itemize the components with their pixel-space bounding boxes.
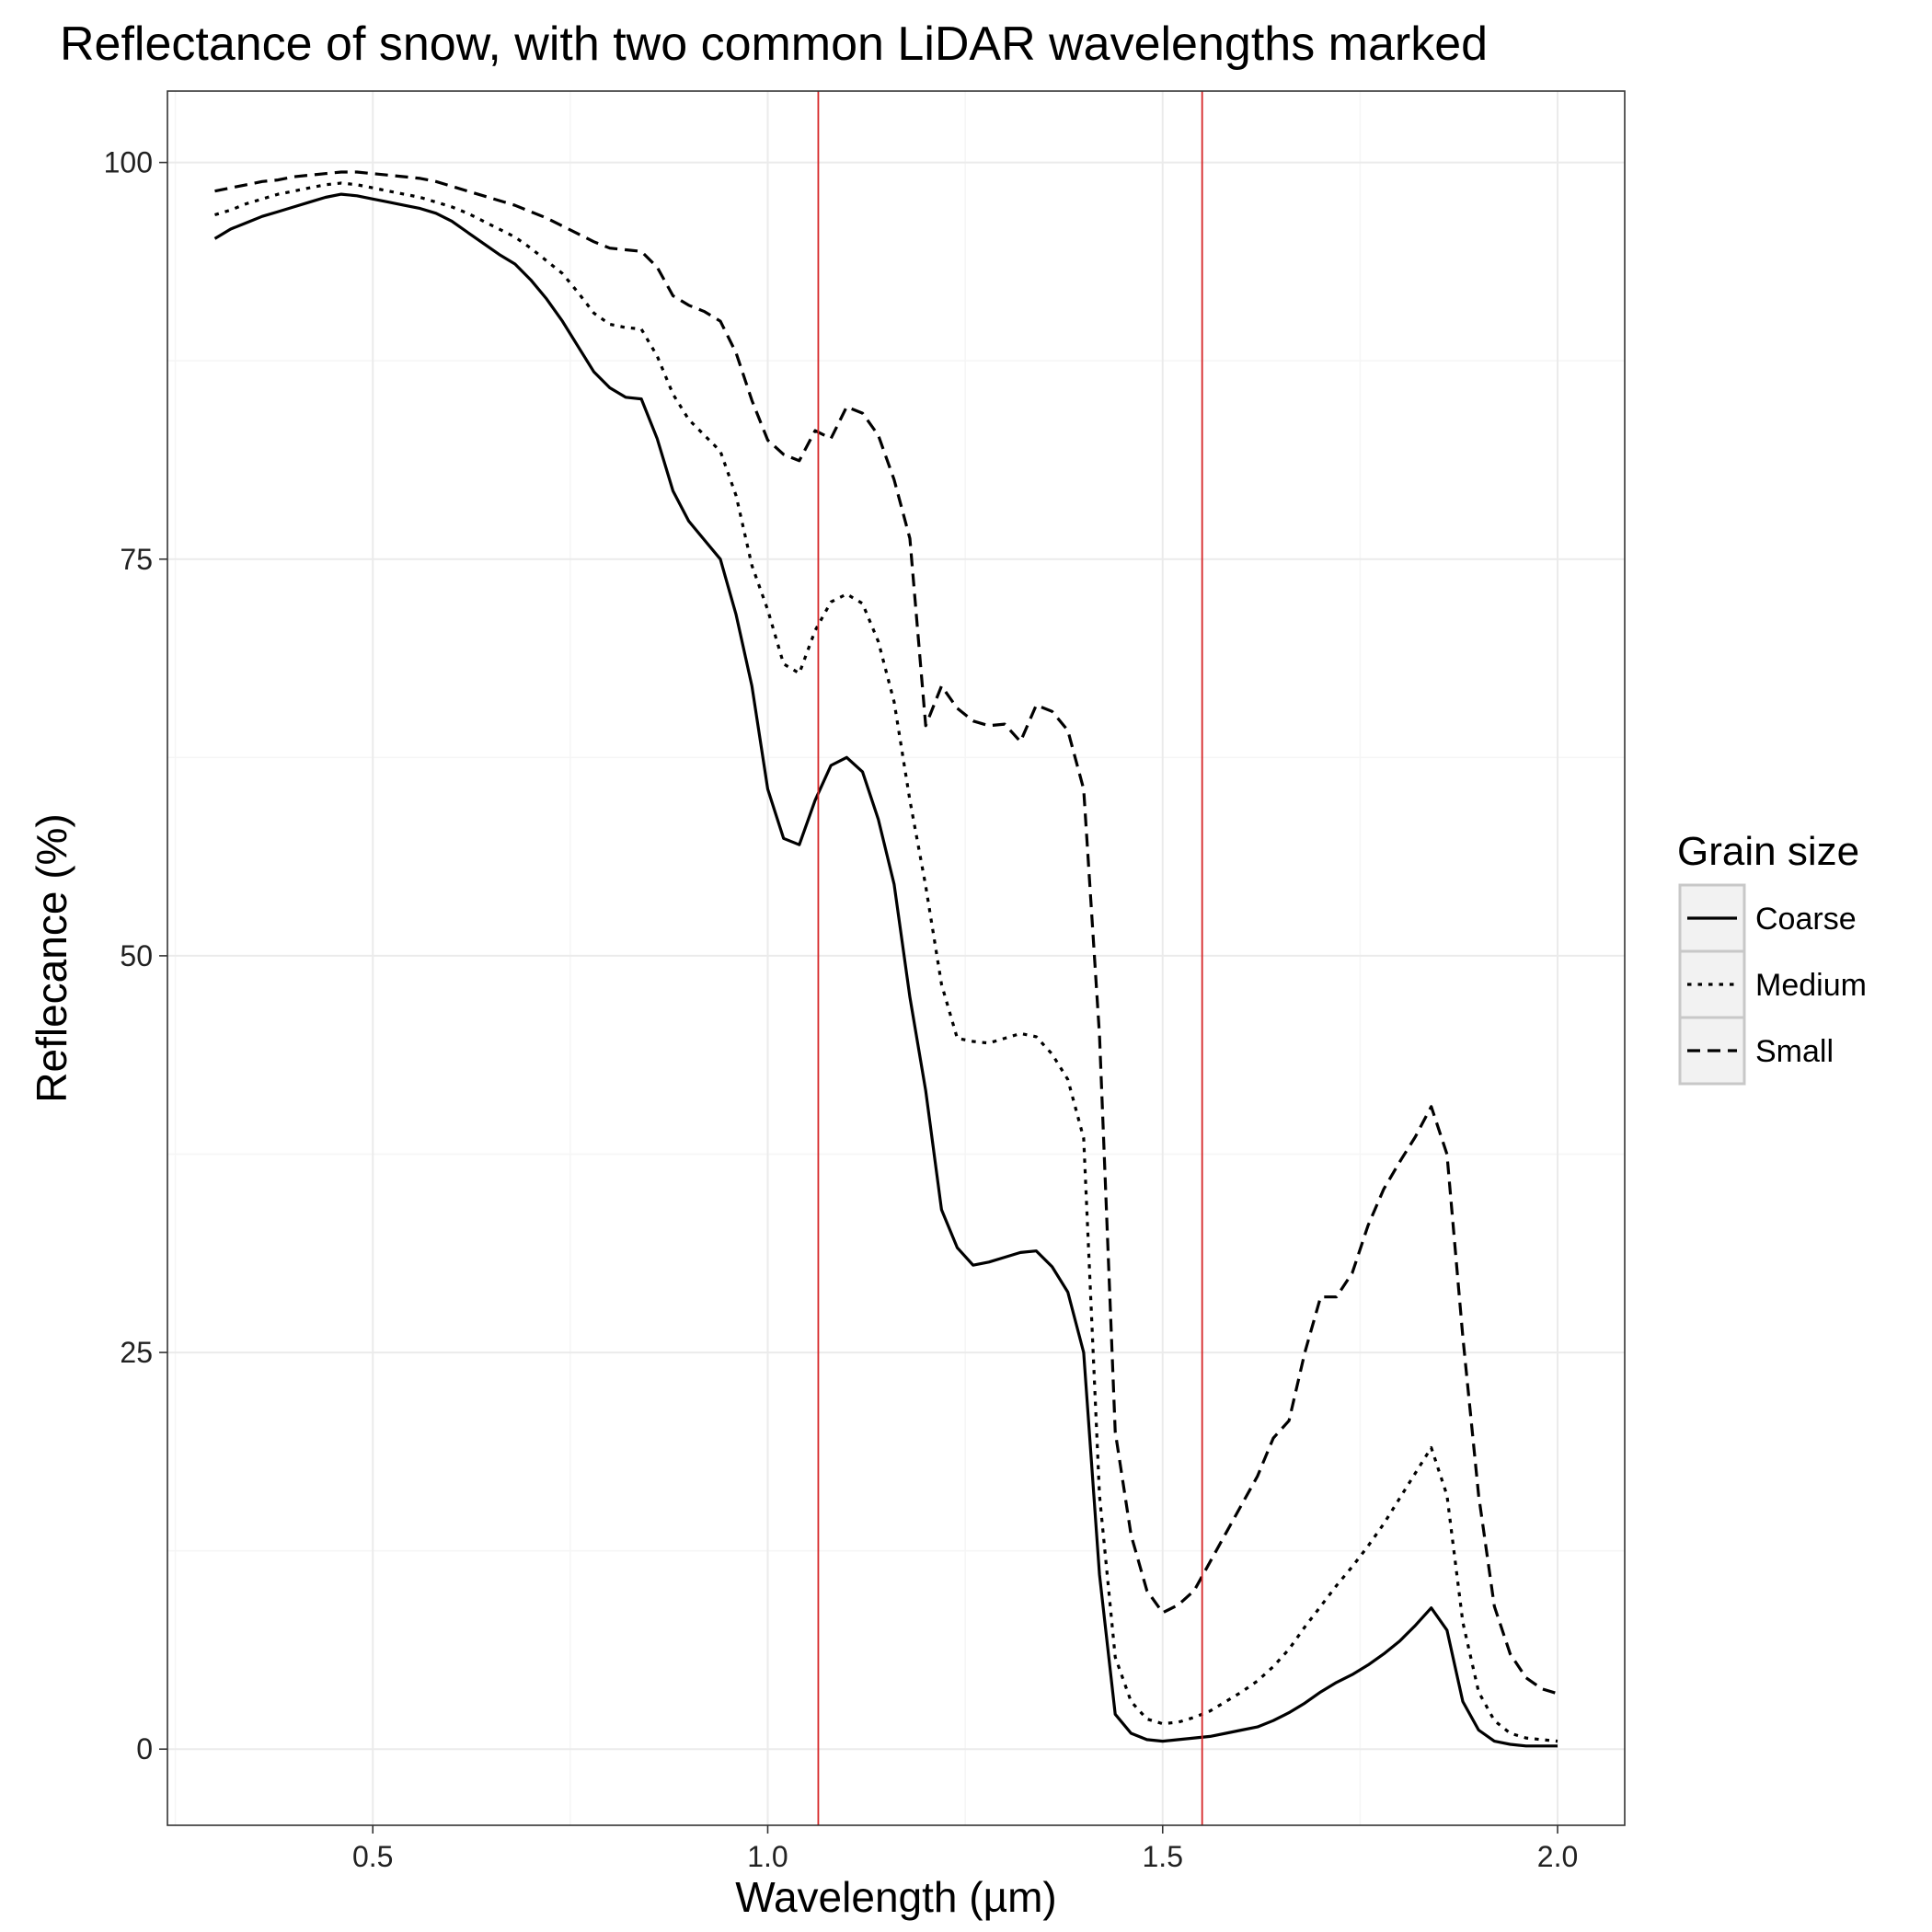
legend-title: Grain size xyxy=(1677,829,1859,874)
legend: Grain size Coarse Medium Small xyxy=(1677,829,1867,1086)
y-tick-label: 50 xyxy=(120,939,153,972)
x-tick-label: 0.5 xyxy=(352,1840,393,1873)
y-axis-ticks: 0 25 50 75 100 xyxy=(104,146,167,1765)
series-layer xyxy=(213,170,1558,1748)
y-tick-label: 25 xyxy=(120,1336,153,1369)
plot-panel xyxy=(167,91,1625,1825)
x-axis-ticks: 0.5 1.0 1.5 2.0 xyxy=(352,1825,1578,1873)
series-line-small xyxy=(214,170,1558,1696)
chart-title: Reflectance of snow, with two common LiD… xyxy=(60,17,1488,71)
reference-lines xyxy=(817,91,1203,1825)
legend-label: Coarse xyxy=(1755,902,1857,937)
y-tick-label: 75 xyxy=(120,543,153,576)
y-tick-label: 0 xyxy=(136,1732,153,1765)
y-tick-label: 100 xyxy=(104,146,153,179)
major-gridlines xyxy=(167,91,1625,1825)
minor-gridlines xyxy=(167,91,1625,1825)
x-tick-label: 2.0 xyxy=(1537,1840,1578,1873)
plot-border xyxy=(167,90,1626,1826)
x-tick-label: 1.5 xyxy=(1143,1840,1183,1873)
x-tick-label: 1.0 xyxy=(747,1840,788,1873)
series-line-coarse xyxy=(213,192,1558,1748)
legend-label: Medium xyxy=(1755,968,1867,1003)
series-line-medium xyxy=(214,181,1558,1743)
legend-label: Small xyxy=(1755,1034,1834,1069)
x-axis-title: Wavelength (µm) xyxy=(735,1873,1056,1921)
y-axis-title: Reflecance (%) xyxy=(28,813,75,1102)
